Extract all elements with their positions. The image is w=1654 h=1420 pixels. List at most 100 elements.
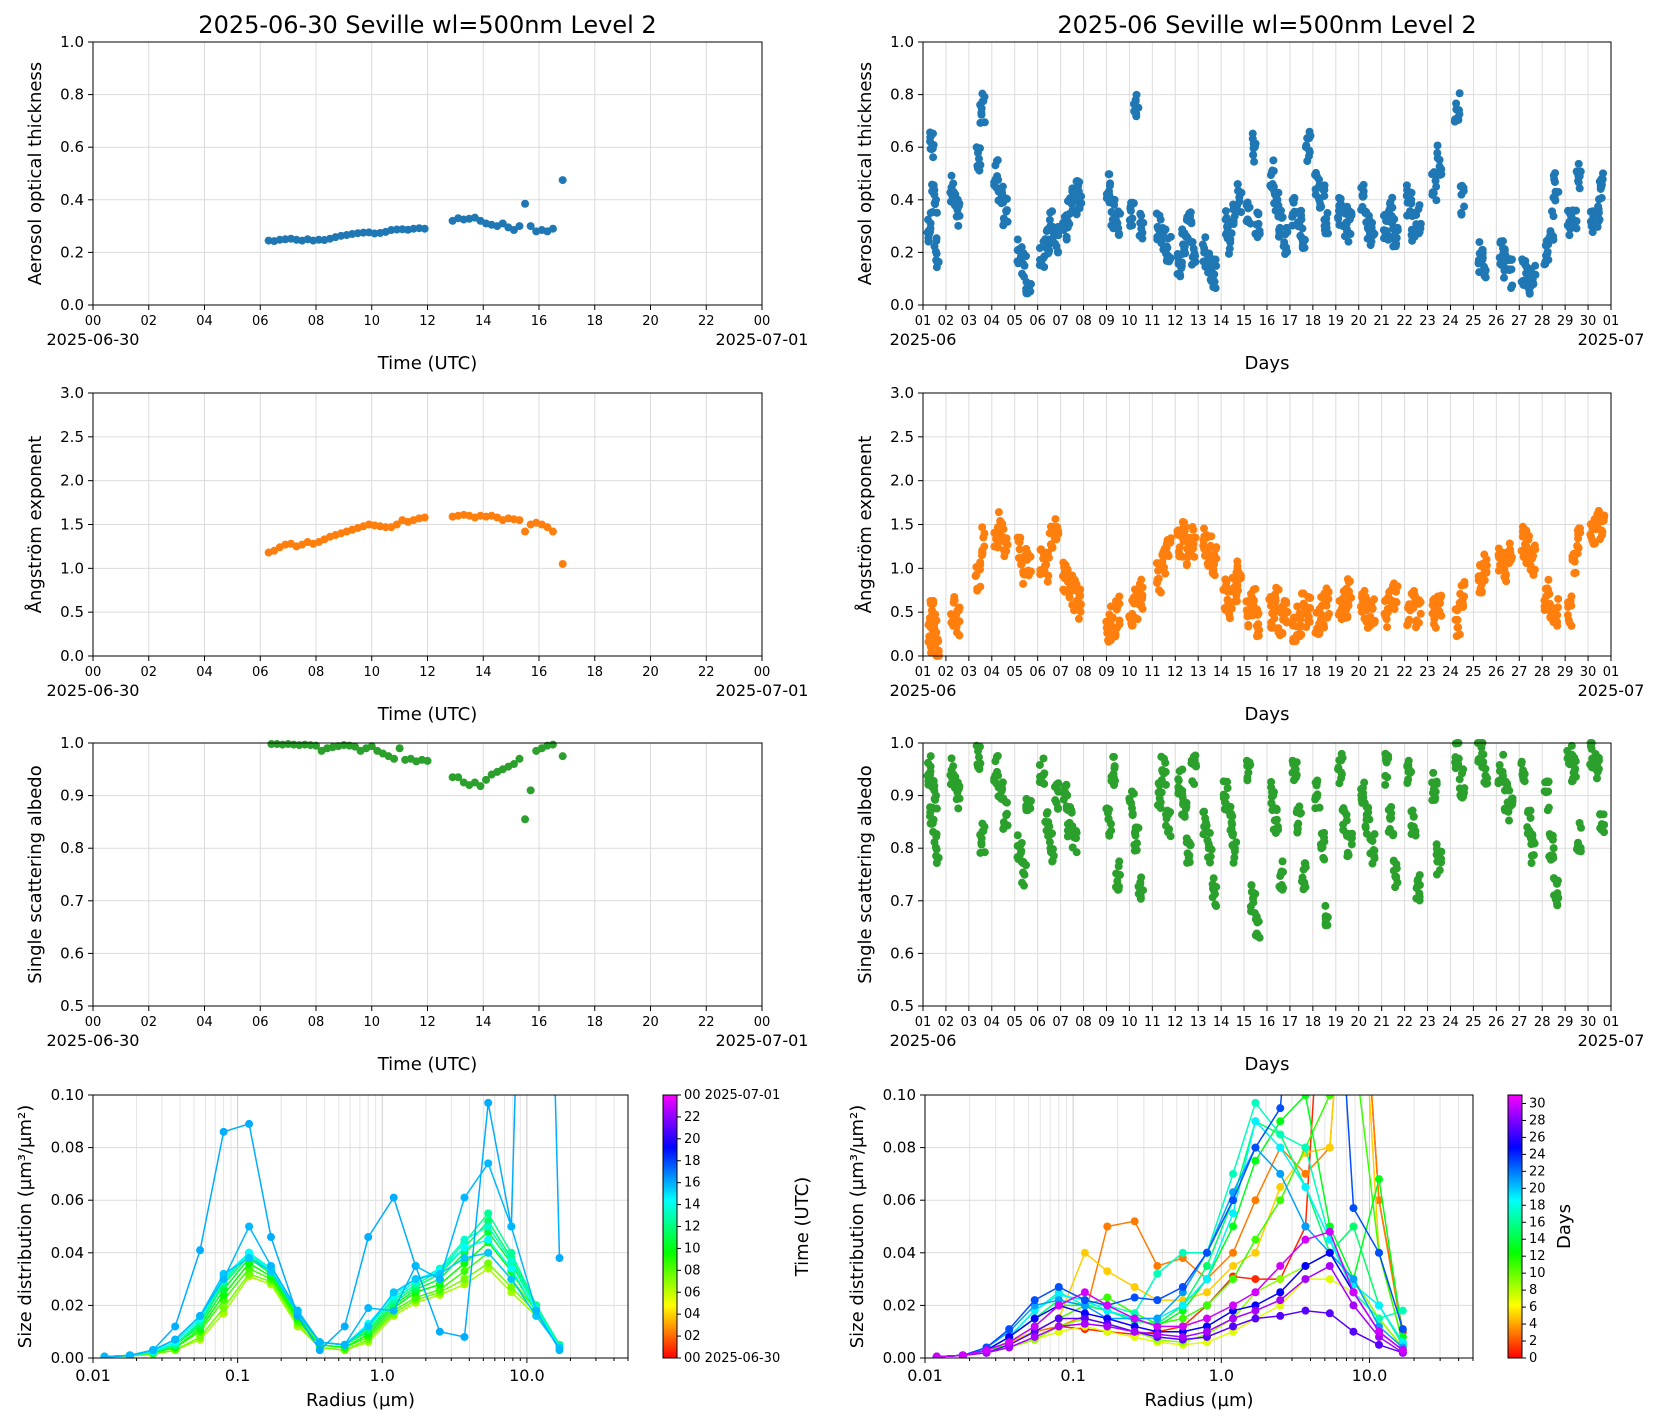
series-point	[460, 1254, 469, 1263]
data-point	[1242, 756, 1251, 765]
series-point	[1202, 1288, 1211, 1297]
series-point	[1301, 1261, 1310, 1270]
x-tick-label: 03	[961, 314, 978, 329]
data-point	[1023, 548, 1032, 557]
x-tick-label: 26	[1488, 665, 1505, 680]
series-point	[1054, 1282, 1063, 1291]
data-point	[1114, 207, 1123, 216]
data-point	[1039, 754, 1048, 763]
data-point	[1313, 172, 1322, 181]
x-tick-label: 30	[1580, 314, 1597, 329]
date-start-label: 2025-06-30	[47, 330, 140, 349]
series-point	[484, 1098, 493, 1107]
data-point	[1162, 548, 1171, 557]
data-point	[1543, 806, 1552, 815]
x-tick-label: 15	[1236, 665, 1253, 680]
data-point	[1161, 821, 1170, 830]
data-point	[1155, 586, 1164, 595]
data-point	[1073, 176, 1082, 185]
data-point	[1137, 224, 1146, 233]
data-point	[1551, 895, 1560, 904]
x-tick-label: 04	[984, 665, 1001, 680]
data-point	[1115, 857, 1124, 866]
x-tick-label: 11	[1144, 314, 1161, 329]
x-tick-label: 09	[1098, 665, 1115, 680]
x-tick-label: 16	[531, 1015, 548, 1030]
data-point	[1366, 241, 1375, 250]
data-point	[1574, 176, 1583, 185]
data-point	[932, 628, 941, 637]
data-point	[1591, 750, 1600, 759]
series-point	[293, 1306, 302, 1315]
series-line	[104, 1095, 561, 1358]
data-point	[1229, 217, 1238, 226]
data-point	[1505, 266, 1514, 275]
data-point	[1175, 767, 1184, 776]
data-point	[1530, 541, 1539, 550]
data-point	[931, 843, 940, 852]
data-point	[420, 513, 429, 522]
data-point	[1227, 229, 1236, 238]
date-start-label: 2025-06	[890, 1031, 957, 1050]
series-point	[1276, 1143, 1285, 1152]
data-point	[1230, 853, 1239, 862]
y-tick-label: 0.8	[60, 86, 84, 104]
series-point	[1103, 1293, 1112, 1302]
data-point	[930, 199, 939, 208]
x-tick-label: 21	[1373, 665, 1390, 680]
data-point	[994, 196, 1003, 205]
data-point	[448, 773, 457, 782]
series-point	[1251, 1314, 1260, 1323]
y-tick-label: 0.00	[883, 1349, 916, 1367]
x-tick-label: 18	[1305, 1015, 1322, 1030]
data-point	[955, 794, 964, 803]
data-point	[1104, 814, 1113, 823]
series-point	[1349, 1301, 1358, 1310]
data-point	[1074, 187, 1083, 196]
x-tick-label: 05	[1006, 665, 1023, 680]
data-point	[548, 224, 557, 233]
data-point	[1298, 224, 1307, 233]
data-point	[1128, 621, 1137, 630]
data-point	[1574, 534, 1583, 543]
data-point	[1134, 889, 1143, 898]
data-point	[1479, 757, 1488, 766]
data-point	[1523, 823, 1532, 832]
x-tick-label: 16	[1259, 314, 1276, 329]
series-point	[1103, 1222, 1112, 1231]
series-point	[411, 1261, 420, 1270]
y-tick-label: 0.4	[890, 191, 914, 209]
series-point	[1054, 1322, 1063, 1331]
data-point	[526, 786, 535, 795]
data-point	[1546, 855, 1555, 864]
x-tick-label: 24	[1442, 314, 1459, 329]
data-point	[1347, 834, 1356, 843]
data-point	[934, 637, 943, 646]
data-point	[924, 237, 933, 246]
data-point	[1520, 769, 1529, 778]
x-tick-label: 16	[1259, 1015, 1276, 1030]
data-point	[1506, 545, 1515, 554]
series-point	[1153, 1296, 1162, 1305]
data-point	[929, 153, 938, 162]
x-tick-label: 28	[1534, 665, 1551, 680]
series-point	[1202, 1314, 1211, 1323]
colorbar-gradient	[662, 1094, 678, 1359]
x-tick-label: 22	[1396, 1015, 1413, 1030]
series-point	[1030, 1332, 1039, 1341]
data-point	[1281, 615, 1290, 624]
data-point	[932, 208, 941, 217]
x-tick-label: 20	[1350, 314, 1367, 329]
y-axis-label: Ångström exponent	[854, 436, 876, 614]
series-point	[1178, 1332, 1187, 1341]
data-point	[1597, 174, 1606, 183]
data-point	[1525, 806, 1534, 815]
data-point	[1590, 515, 1599, 524]
data-point	[1459, 788, 1468, 797]
x-tick-label: 08	[308, 1015, 325, 1030]
data-point	[1384, 805, 1393, 814]
series-point	[389, 1193, 398, 1202]
data-point	[1458, 181, 1467, 190]
series-point	[245, 1119, 254, 1128]
series-point	[1080, 1296, 1089, 1305]
